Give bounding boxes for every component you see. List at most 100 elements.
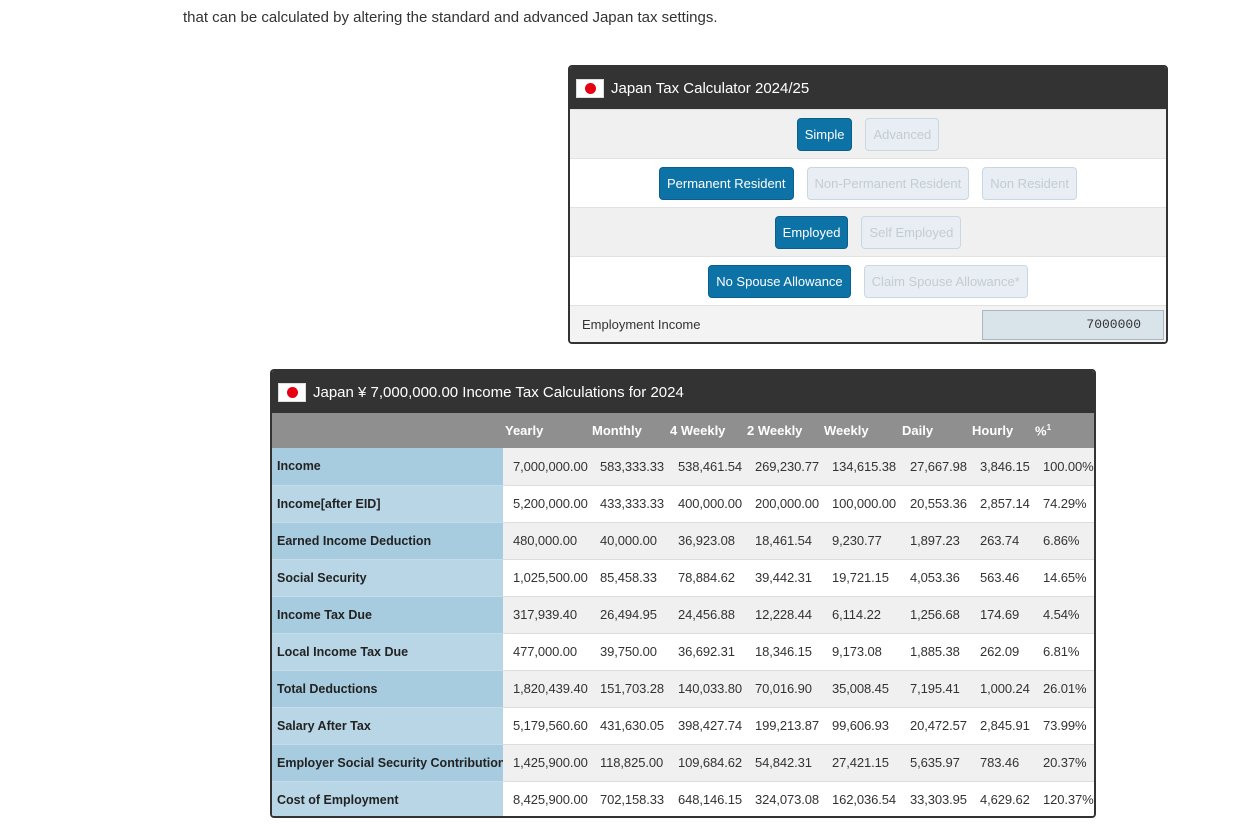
- employment-income-row: Employment Income: [570, 305, 1166, 342]
- table-cell: 317,939.40: [503, 596, 590, 634]
- table-row: Income 7,000,000.00 583,333.33 538,461.54 26…: [272, 448, 1094, 486]
- table-cell: 134,615.38: [822, 448, 900, 486]
- table-cell: 14.65%: [1033, 559, 1094, 597]
- table-cell: 1,000.24: [970, 670, 1033, 708]
- row-label: Total Deductions: [272, 670, 503, 708]
- table-cell: 26.01%: [1033, 670, 1094, 708]
- table-row: Earned Income Deduction 480,000.00 40,000.…: [272, 522, 1094, 560]
- employment-row: Employed Self Employed: [570, 207, 1166, 256]
- table-cell: 118,825.00: [590, 744, 668, 782]
- table-cell: 36,923.08: [668, 522, 745, 560]
- table-row: Total Deductions 1,820,439.40 151,703.28 14…: [272, 670, 1094, 708]
- row-label: Employer Social Security Contributions: [272, 744, 503, 782]
- header-yearly: Yearly: [503, 413, 590, 448]
- table-row: Local Income Tax Due 477,000.00 39,750.00 3…: [272, 633, 1094, 671]
- row-label: Earned Income Deduction: [272, 522, 503, 560]
- table-cell: 5,200,000.00: [503, 485, 590, 523]
- japan-flag-icon: [576, 78, 604, 98]
- table-cell: 100,000.00: [822, 485, 900, 523]
- table-cell: 480,000.00: [503, 522, 590, 560]
- table-cell: 36,692.31: [668, 633, 745, 671]
- results-table: Yearly Monthly 4 Weekly 2 Weekly Weekly …: [272, 413, 1094, 816]
- non-resident-button[interactable]: Non Resident: [982, 166, 1077, 200]
- table-cell: 27,421.15: [822, 744, 900, 782]
- table-cell: 40,000.00: [590, 522, 668, 560]
- calculator-title: Japan Tax Calculator 2024/25: [611, 79, 810, 97]
- calculator-header: Japan Tax Calculator 2024/25: [570, 67, 1166, 109]
- table-cell: 151,703.28: [590, 670, 668, 708]
- table-cell: 433,333.33: [590, 485, 668, 523]
- table-cell: 4.54%: [1033, 596, 1094, 634]
- table-cell: 39,442.31: [745, 559, 822, 597]
- table-row: Cost of Employment 8,425,900.00 702,158.33…: [272, 781, 1094, 816]
- table-cell: 70,016.90: [745, 670, 822, 708]
- table-cell: 24,456.88: [668, 596, 745, 634]
- intro-text: that can be calculated by altering the s…: [183, 9, 718, 26]
- table-cell: 3,846.15: [970, 448, 1033, 486]
- table-cell: 199,213.87: [745, 707, 822, 745]
- table-cell: 73.99%: [1033, 707, 1094, 745]
- simple-mode-button[interactable]: Simple: [796, 117, 853, 151]
- employment-income-input[interactable]: [982, 309, 1164, 340]
- table-cell: 18,461.54: [745, 522, 822, 560]
- table-cell: 174.69: [970, 596, 1033, 634]
- employed-button[interactable]: Employed: [774, 215, 849, 249]
- table-cell: 1,025,500.00: [503, 559, 590, 597]
- table-cell: 563.46: [970, 559, 1033, 597]
- table-cell: 20.37%: [1033, 744, 1094, 782]
- permanent-resident-button[interactable]: Permanent Resident: [659, 166, 794, 200]
- table-cell: 12,228.44: [745, 596, 822, 634]
- header-percent-label: %: [1035, 423, 1047, 439]
- table-cell: 6,114.22: [822, 596, 900, 634]
- claim-spouse-allowance-button[interactable]: Claim Spouse Allowance*: [863, 264, 1028, 298]
- table-cell: 162,036.54: [822, 781, 900, 816]
- header-weekly: Weekly: [822, 413, 900, 448]
- tax-results-panel: Japan ¥ 7,000,000.00 Income Tax Calculat…: [270, 369, 1096, 818]
- row-label: Social Security: [272, 559, 503, 597]
- table-row: Income Tax Due 317,939.40 26,494.95 24,456.…: [272, 596, 1094, 634]
- table-cell: 783.46: [970, 744, 1033, 782]
- row-label: Income: [272, 448, 503, 486]
- advanced-mode-button[interactable]: Advanced: [865, 117, 940, 151]
- self-employed-button[interactable]: Self Employed: [861, 215, 962, 249]
- table-cell: 18,346.15: [745, 633, 822, 671]
- table-row: Salary After Tax 5,179,560.60 431,630.05 39…: [272, 707, 1094, 745]
- table-cell: 4,053.36: [900, 559, 970, 597]
- no-spouse-allowance-button[interactable]: No Spouse Allowance: [708, 264, 851, 298]
- table-cell: 140,033.80: [668, 670, 745, 708]
- table-cell: 100.00%: [1033, 448, 1094, 486]
- table-cell: 398,427.74: [668, 707, 745, 745]
- results-title: Japan ¥ 7,000,000.00 Income Tax Calculat…: [313, 383, 684, 401]
- table-cell: 200,000.00: [745, 485, 822, 523]
- percent-footnote-link[interactable]: 1: [1046, 422, 1052, 432]
- header-monthly: Monthly: [590, 413, 668, 448]
- table-cell: 33,303.95: [900, 781, 970, 816]
- japan-flag-icon: [278, 382, 306, 402]
- table-cell: 27,667.98: [900, 448, 970, 486]
- table-cell: 2,857.14: [970, 485, 1033, 523]
- row-label: Salary After Tax: [272, 707, 503, 745]
- table-cell: 85,458.33: [590, 559, 668, 597]
- spouse-row: No Spouse Allowance Claim Spouse Allowan…: [570, 256, 1166, 305]
- table-cell: 109,684.62: [668, 744, 745, 782]
- table-cell: 5,179,560.60: [503, 707, 590, 745]
- table-cell: 538,461.54: [668, 448, 745, 486]
- table-cell: 400,000.00: [668, 485, 745, 523]
- table-cell: 20,553.36: [900, 485, 970, 523]
- table-cell: 6.81%: [1033, 633, 1094, 671]
- table-cell: 262.09: [970, 633, 1033, 671]
- table-row: Social Security 1,025,500.00 85,458.33 78,8…: [272, 559, 1094, 597]
- table-cell: 39,750.00: [590, 633, 668, 671]
- table-cell: 7,195.41: [900, 670, 970, 708]
- row-label: Income Tax Due: [272, 596, 503, 634]
- non-permanent-resident-button[interactable]: Non-Permanent Resident: [806, 166, 970, 200]
- header-percent: %1: [1033, 413, 1094, 448]
- header-hourly: Hourly: [970, 413, 1033, 448]
- table-cell: 1,885.38: [900, 633, 970, 671]
- mode-row: Simple Advanced: [570, 109, 1166, 158]
- table-row: Employer Social Security Contributions 1,…: [272, 744, 1094, 782]
- table-cell: 2,845.91: [970, 707, 1033, 745]
- table-cell: 20,472.57: [900, 707, 970, 745]
- table-cell: 263.74: [970, 522, 1033, 560]
- table-cell: 1,820,439.40: [503, 670, 590, 708]
